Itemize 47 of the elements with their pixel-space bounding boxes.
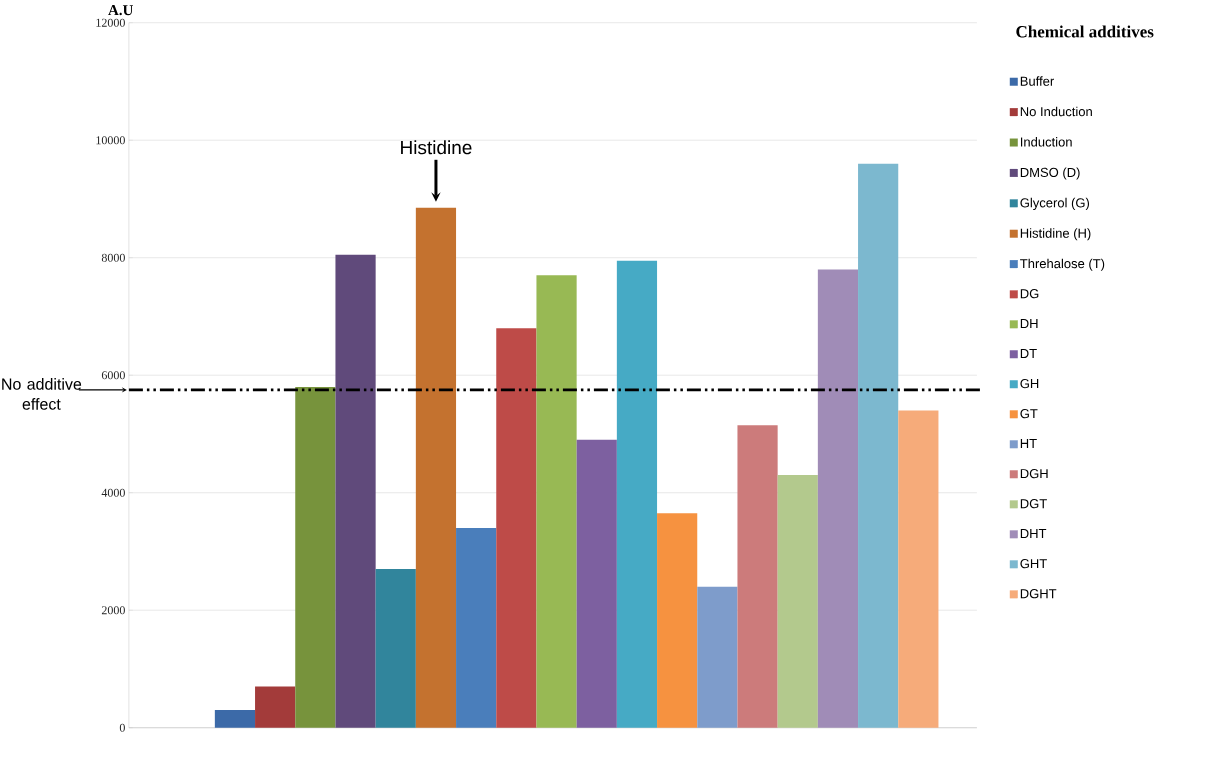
- legend-label: DGH: [1020, 469, 1048, 479]
- legend-label: GHT: [1020, 559, 1047, 569]
- y-tick-label: 0: [119, 723, 125, 732]
- legend-label: HT: [1020, 439, 1037, 449]
- legend-label: DG: [1020, 289, 1039, 299]
- bar: [496, 328, 537, 728]
- legend-label: DH: [1020, 319, 1038, 329]
- bar: [737, 425, 778, 728]
- legend-label: No Induction: [1020, 106, 1092, 117]
- legend-label: Threhalose (T): [1020, 258, 1105, 271]
- bar: [777, 475, 818, 728]
- legend-label: GT: [1020, 409, 1038, 419]
- legend-label: Buffer: [1020, 76, 1055, 86]
- bar: [255, 686, 296, 728]
- bar: [214, 710, 256, 728]
- bar: [616, 260, 658, 728]
- y-tick-label: 10000: [96, 136, 125, 145]
- y-tick-label: 4000: [101, 488, 125, 497]
- bar: [697, 586, 738, 728]
- bar: [335, 254, 376, 728]
- bar: [657, 513, 698, 728]
- bar: [576, 439, 617, 728]
- legend-label: DGHT: [1020, 589, 1057, 599]
- legend-label: DT: [1020, 349, 1037, 358]
- bar: [858, 163, 899, 728]
- legend-title: Chemical additives: [1016, 25, 1154, 38]
- y-tick-label: 6000: [101, 371, 125, 380]
- legend-label: Histidine (H): [1020, 228, 1091, 241]
- bar: [295, 386, 336, 728]
- legend-label: Induction: [1020, 137, 1072, 147]
- legend-label: DMSO (D): [1020, 167, 1080, 180]
- y-tick-label: 2000: [101, 606, 125, 615]
- y-tick-label: 8000: [101, 253, 125, 262]
- y-tick-label: 12000: [96, 18, 125, 27]
- bar: [898, 410, 939, 728]
- ref-line-label: No additive effect: [2, 378, 82, 410]
- legend-label: GH: [1020, 378, 1039, 389]
- legend-label: Glycerol (G): [1020, 197, 1090, 210]
- bar: [415, 207, 457, 728]
- legend-label: DGT: [1020, 499, 1047, 509]
- bar: [817, 269, 859, 728]
- annotation: Histidine: [401, 140, 472, 155]
- bar: [375, 569, 416, 728]
- y-axis-title: A.U: [108, 5, 133, 16]
- bar: [536, 275, 577, 728]
- legend-label: DHT: [1020, 529, 1047, 539]
- bar: [456, 527, 497, 728]
